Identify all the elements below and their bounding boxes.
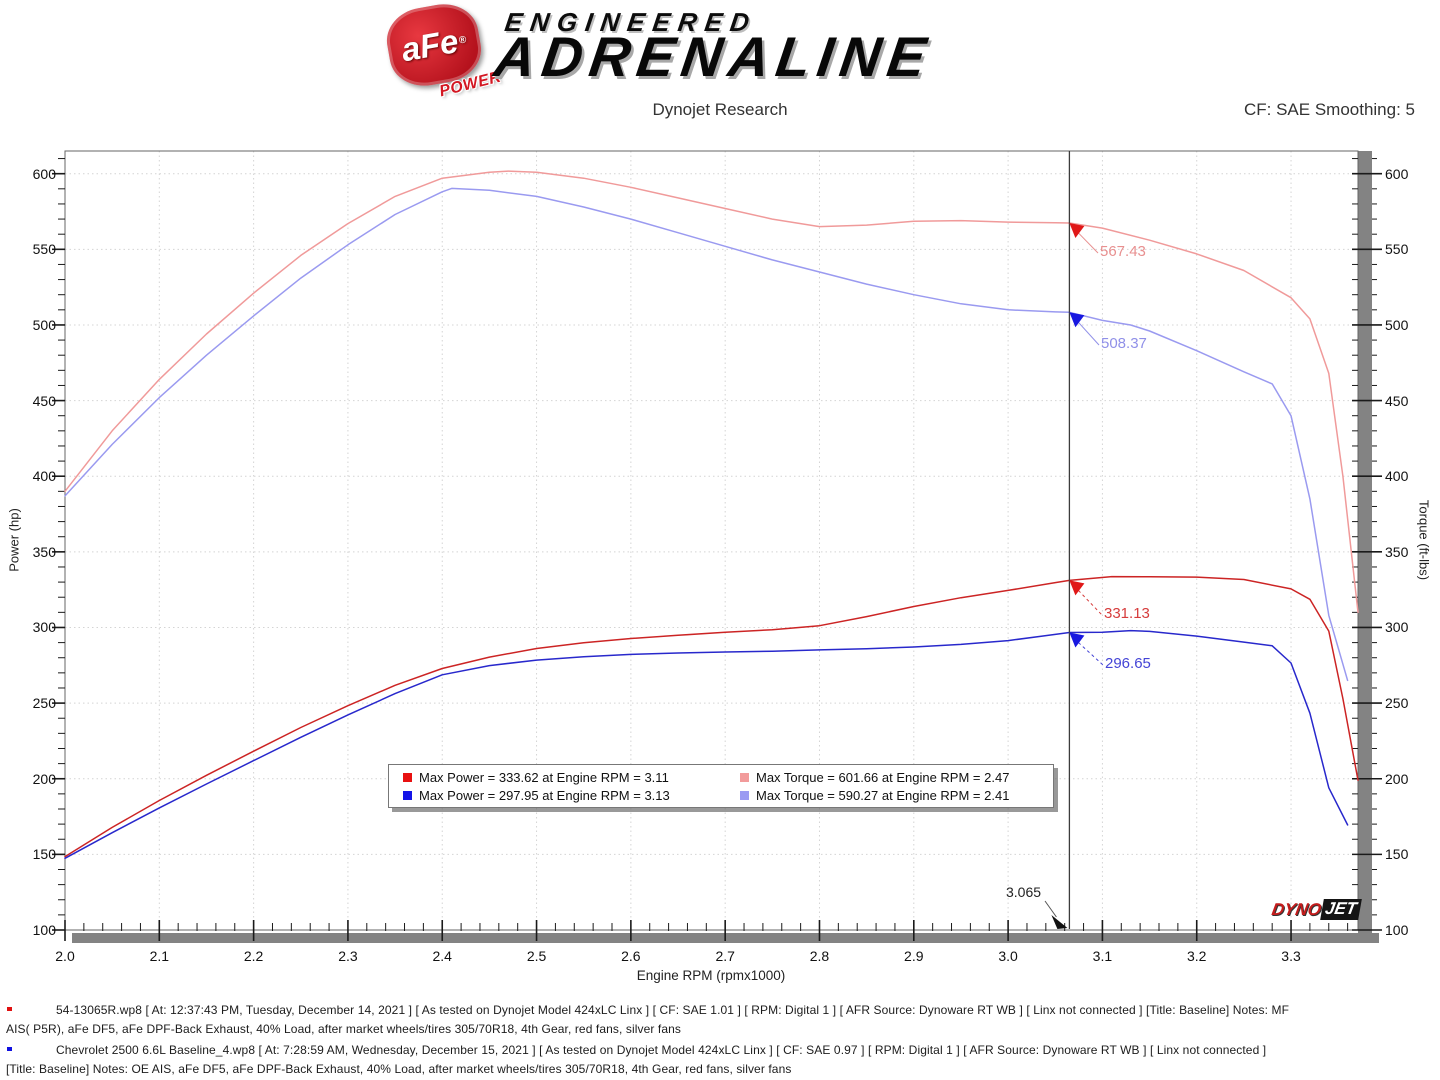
x-tick-label: 2.8: [809, 948, 830, 964]
y-tick-label-left: 200: [32, 770, 56, 787]
y-tick-label-left: 150: [32, 846, 56, 863]
run-entry-afe: 54-13065R.wp8 [ At: 12:37:43 PM, Tuesday…: [6, 1001, 1436, 1039]
x-tick-label: 3.2: [1186, 948, 1207, 964]
dynojet-logo-jet: JET: [1320, 899, 1363, 920]
run-marker-blue: [7, 1047, 12, 1051]
y-tick-label-right: 300: [1385, 619, 1409, 636]
x-tick-label: 2.3: [338, 948, 358, 964]
x-tick-label: 2.0: [55, 948, 75, 964]
y-tick-label-right: 500: [1385, 316, 1409, 333]
run-info-line: [Title: Baseline] Notes: OE AIS, aFe DF5…: [6, 1062, 792, 1076]
run-info-line: Chevrolet 2500 6.6L Baseline_4.wp8 [ At:…: [56, 1043, 1267, 1057]
cursor-rpm-arrow: [1051, 915, 1068, 929]
run-info-line: 54-13065R.wp8 [ At: 12:37:43 PM, Tuesday…: [56, 1003, 1290, 1017]
x-tick-label: 2.5: [526, 948, 547, 964]
right-axis-bar: [1358, 151, 1372, 943]
curve-torque-stock: [64, 187, 1349, 682]
y-tick-label-right: 150: [1385, 846, 1409, 863]
callout-connector: [1078, 590, 1103, 616]
run-marker-red: [7, 1007, 12, 1011]
y-tick-label-left: 500: [32, 316, 56, 333]
callout-label: 331.13: [1104, 605, 1150, 622]
y-tick-label-left: 600: [32, 165, 56, 182]
x-tick-label: 2.9: [904, 948, 924, 964]
y-tick-label-right: 100: [1385, 922, 1409, 938]
legend-label: Max Torque = 601.66 at Engine RPM = 2.47: [756, 769, 1010, 785]
x-tick-label: 3.1: [1092, 948, 1113, 964]
cursor-rpm-label: 3.065: [1006, 884, 1042, 900]
legend-swatch-red: [403, 772, 412, 782]
cursor-marker-arrow: [1069, 222, 1085, 238]
x-tick-label: 2.4: [432, 948, 452, 964]
callout-connector: [1078, 642, 1104, 666]
legend-item-max-torque-stock: Max Torque = 590.27 at Engine RPM = 2.41: [740, 788, 1053, 803]
y-tick-label-right: 550: [1385, 241, 1409, 258]
curve-torque-afe: [64, 170, 1359, 614]
plot-border: [64, 150, 1359, 931]
callout-connector: [1078, 321, 1100, 346]
curve-power-stock: [64, 629, 1349, 860]
callout-connector: [1078, 232, 1099, 254]
legend-item-max-power-stock: Max Power = 297.95 at Engine RPM = 3.13: [403, 788, 740, 803]
x-tick-label: 3.0: [998, 948, 1018, 964]
cursor-marker-arrow: [1069, 632, 1085, 648]
callout-label: 508.37: [1101, 335, 1147, 352]
cursor-marker-arrow: [1069, 580, 1085, 596]
afe-badge-text: aFe: [398, 22, 462, 69]
callout-label: 567.43: [1100, 243, 1146, 260]
afe-power-badge: aFe ® POWER: [381, 0, 503, 100]
y-tick-label-right: 350: [1385, 543, 1409, 560]
x-tick-label: 3.3: [1281, 948, 1301, 964]
cursor-marker-arrow: [1069, 312, 1085, 328]
y-tick-label-right: 200: [1385, 770, 1409, 787]
y-axis-title-power: Power (hp): [6, 508, 22, 572]
y-tick-label-right: 600: [1385, 165, 1409, 182]
run-info-line: AIS( P5R), aFe DF5, aFe DPF-Back Exhaust…: [6, 1022, 681, 1036]
dynojet-logo-dyno: DYNO: [1270, 899, 1323, 919]
legend-label: Max Power = 333.62 at Engine RPM = 3.11: [419, 769, 669, 785]
x-tick-label: 2.2: [243, 948, 264, 964]
y-tick-label-left: 100: [32, 922, 56, 938]
legend-item-max-torque-afe: Max Torque = 601.66 at Engine RPM = 2.47: [740, 770, 1053, 785]
y-tick-label-left: 450: [32, 392, 56, 409]
afe-adrenaline-logo: aFe ® POWER ENGINEERED ADRENALINE: [381, 0, 1065, 100]
dynojet-logo: DYNO JET: [1270, 899, 1363, 920]
smoothing-setting: CF: SAE Smoothing: 5: [1243, 100, 1415, 119]
curve-power-afe: [64, 575, 1359, 858]
x-tick-label: 2.7: [715, 948, 735, 964]
run-info-footer: 54-13065R.wp8 [ At: 12:37:43 PM, Tuesday…: [6, 1001, 1436, 1079]
legend-label: Max Power = 297.95 at Engine RPM = 3.13: [419, 787, 670, 803]
legend: Max Power = 333.62 at Engine RPM = 3.11 …: [388, 764, 1054, 808]
logo-adrenaline-text: ADRENALINE: [490, 25, 937, 88]
y-tick-label-right: 450: [1385, 392, 1409, 409]
y-tick-label-right: 400: [1385, 468, 1409, 485]
x-axis-title: Engine RPM (rpmx1000): [636, 968, 786, 983]
legend-item-max-power-afe: Max Power = 333.62 at Engine RPM = 3.11: [403, 770, 740, 785]
callout-label: 296.65: [1105, 655, 1151, 672]
y-axis-title-torque: Torque (ft-lbs): [1416, 499, 1432, 581]
y-tick-label-left: 300: [32, 619, 56, 636]
legend-swatch-salmon: [740, 772, 749, 782]
legend-swatch-periwinkle: [740, 790, 749, 800]
y-tick-label-left: 550: [32, 241, 56, 258]
y-tick-label-left: 400: [32, 468, 56, 485]
y-tick-label-right: 250: [1385, 695, 1409, 712]
run-entry-stock: Chevrolet 2500 6.6L Baseline_4.wp8 [ At:…: [6, 1041, 1436, 1079]
legend-label: Max Torque = 590.27 at Engine RPM = 2.41: [756, 787, 1010, 803]
cursor-rpm-connector: [1044, 900, 1057, 918]
y-tick-label-left: 250: [32, 695, 56, 712]
page-title: Dynojet Research: [652, 100, 788, 119]
legend-swatch-blue: [403, 790, 412, 800]
registered-mark: ®: [457, 33, 468, 47]
y-tick-label-left: 350: [32, 543, 56, 560]
x-tick-label: 2.6: [621, 948, 641, 964]
x-tick-label: 2.1: [149, 948, 170, 964]
